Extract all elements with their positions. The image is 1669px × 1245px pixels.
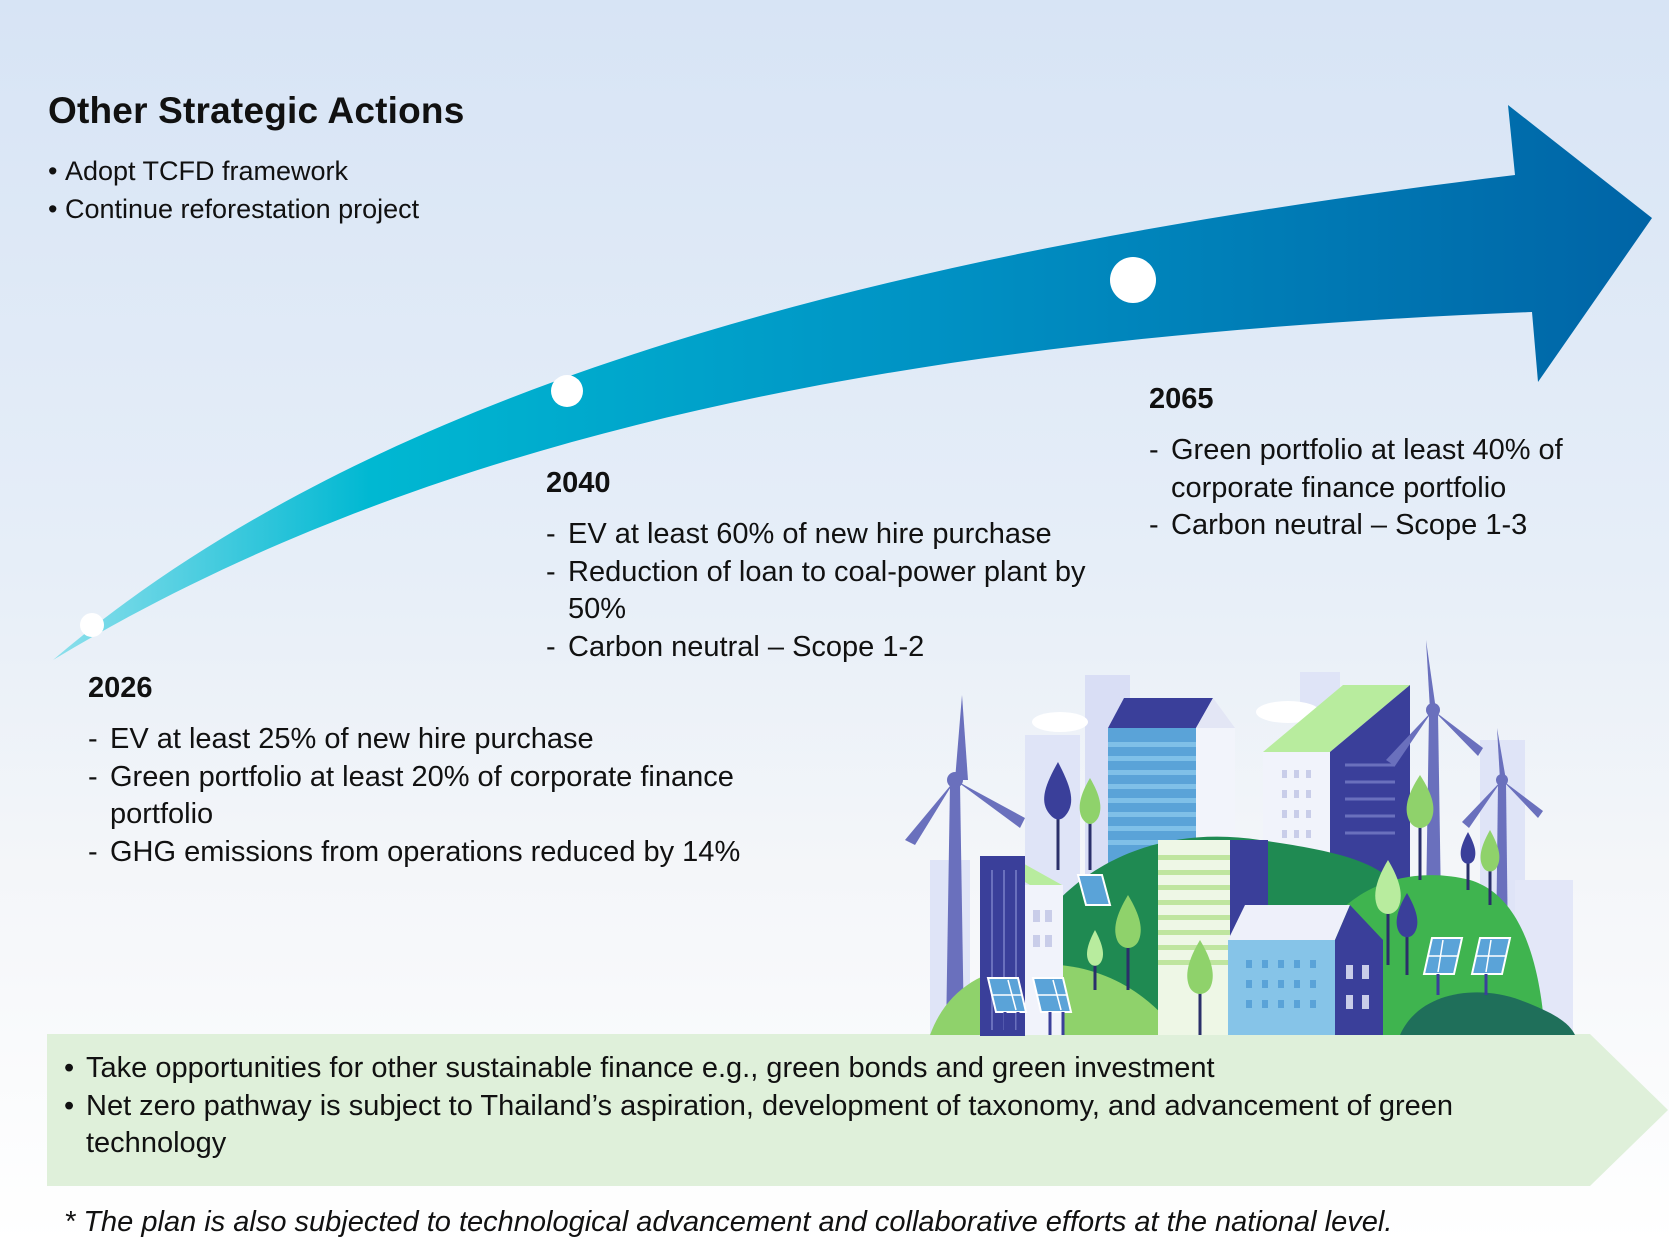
- milestone-dot-2040: [551, 375, 583, 407]
- milestone-2026: 2026 EV at least 25% of new hire purchas…: [88, 672, 748, 871]
- footnote: * The plan is also subjected to technolo…: [64, 1206, 1393, 1238]
- bottom-note-item: Take opportunities for other sustainable…: [64, 1050, 1584, 1088]
- bottom-notes-list: Take opportunities for other sustainable…: [64, 1050, 1584, 1163]
- milestone-item: Green portfolio at least 20% of corporat…: [88, 759, 748, 834]
- milestone-dot-2026: [80, 613, 104, 637]
- milestone-item: Reduction of loan to coal-power plant by…: [546, 554, 1086, 629]
- milestone-item: Carbon neutral – Scope 1-2: [546, 629, 1086, 667]
- milestone-item: EV at least 25% of new hire purchase: [88, 721, 748, 759]
- green-city-illustration: [905, 640, 1575, 1036]
- milestone-items: EV at least 60% of new hire purchase Red…: [546, 516, 1086, 666]
- milestone-2065: 2065 Green portfolio at least 40% of cor…: [1149, 383, 1619, 545]
- milestone-dot-2065: [1110, 257, 1156, 303]
- strategic-action-item: Continue reforestation project: [48, 190, 419, 228]
- milestone-items: EV at least 25% of new hire purchase Gre…: [88, 721, 748, 871]
- milestone-year: 2040: [546, 467, 611, 499]
- milestone-2040: 2040 EV at least 60% of new hire purchas…: [546, 467, 1086, 666]
- milestone-year: 2065: [1149, 383, 1214, 415]
- milestone-item: Green portfolio at least 40% of corporat…: [1149, 432, 1619, 507]
- milestone-item: EV at least 60% of new hire purchase: [546, 516, 1086, 554]
- milestone-item: Carbon neutral – Scope 1-3: [1149, 507, 1619, 545]
- timeline-arrow: [53, 105, 1652, 660]
- milestone-year: 2026: [88, 672, 153, 704]
- milestone-items: Green portfolio at least 40% of corporat…: [1149, 432, 1619, 545]
- strategic-actions-list: Adopt TCFD framework Continue reforestat…: [48, 152, 419, 228]
- strategic-action-item: Adopt TCFD framework: [48, 152, 419, 190]
- bottom-note-item: Net zero pathway is subject to Thailand’…: [64, 1088, 1584, 1163]
- milestone-item: GHG emissions from operations reduced by…: [88, 834, 748, 872]
- page-title: Other Strategic Actions: [48, 90, 465, 131]
